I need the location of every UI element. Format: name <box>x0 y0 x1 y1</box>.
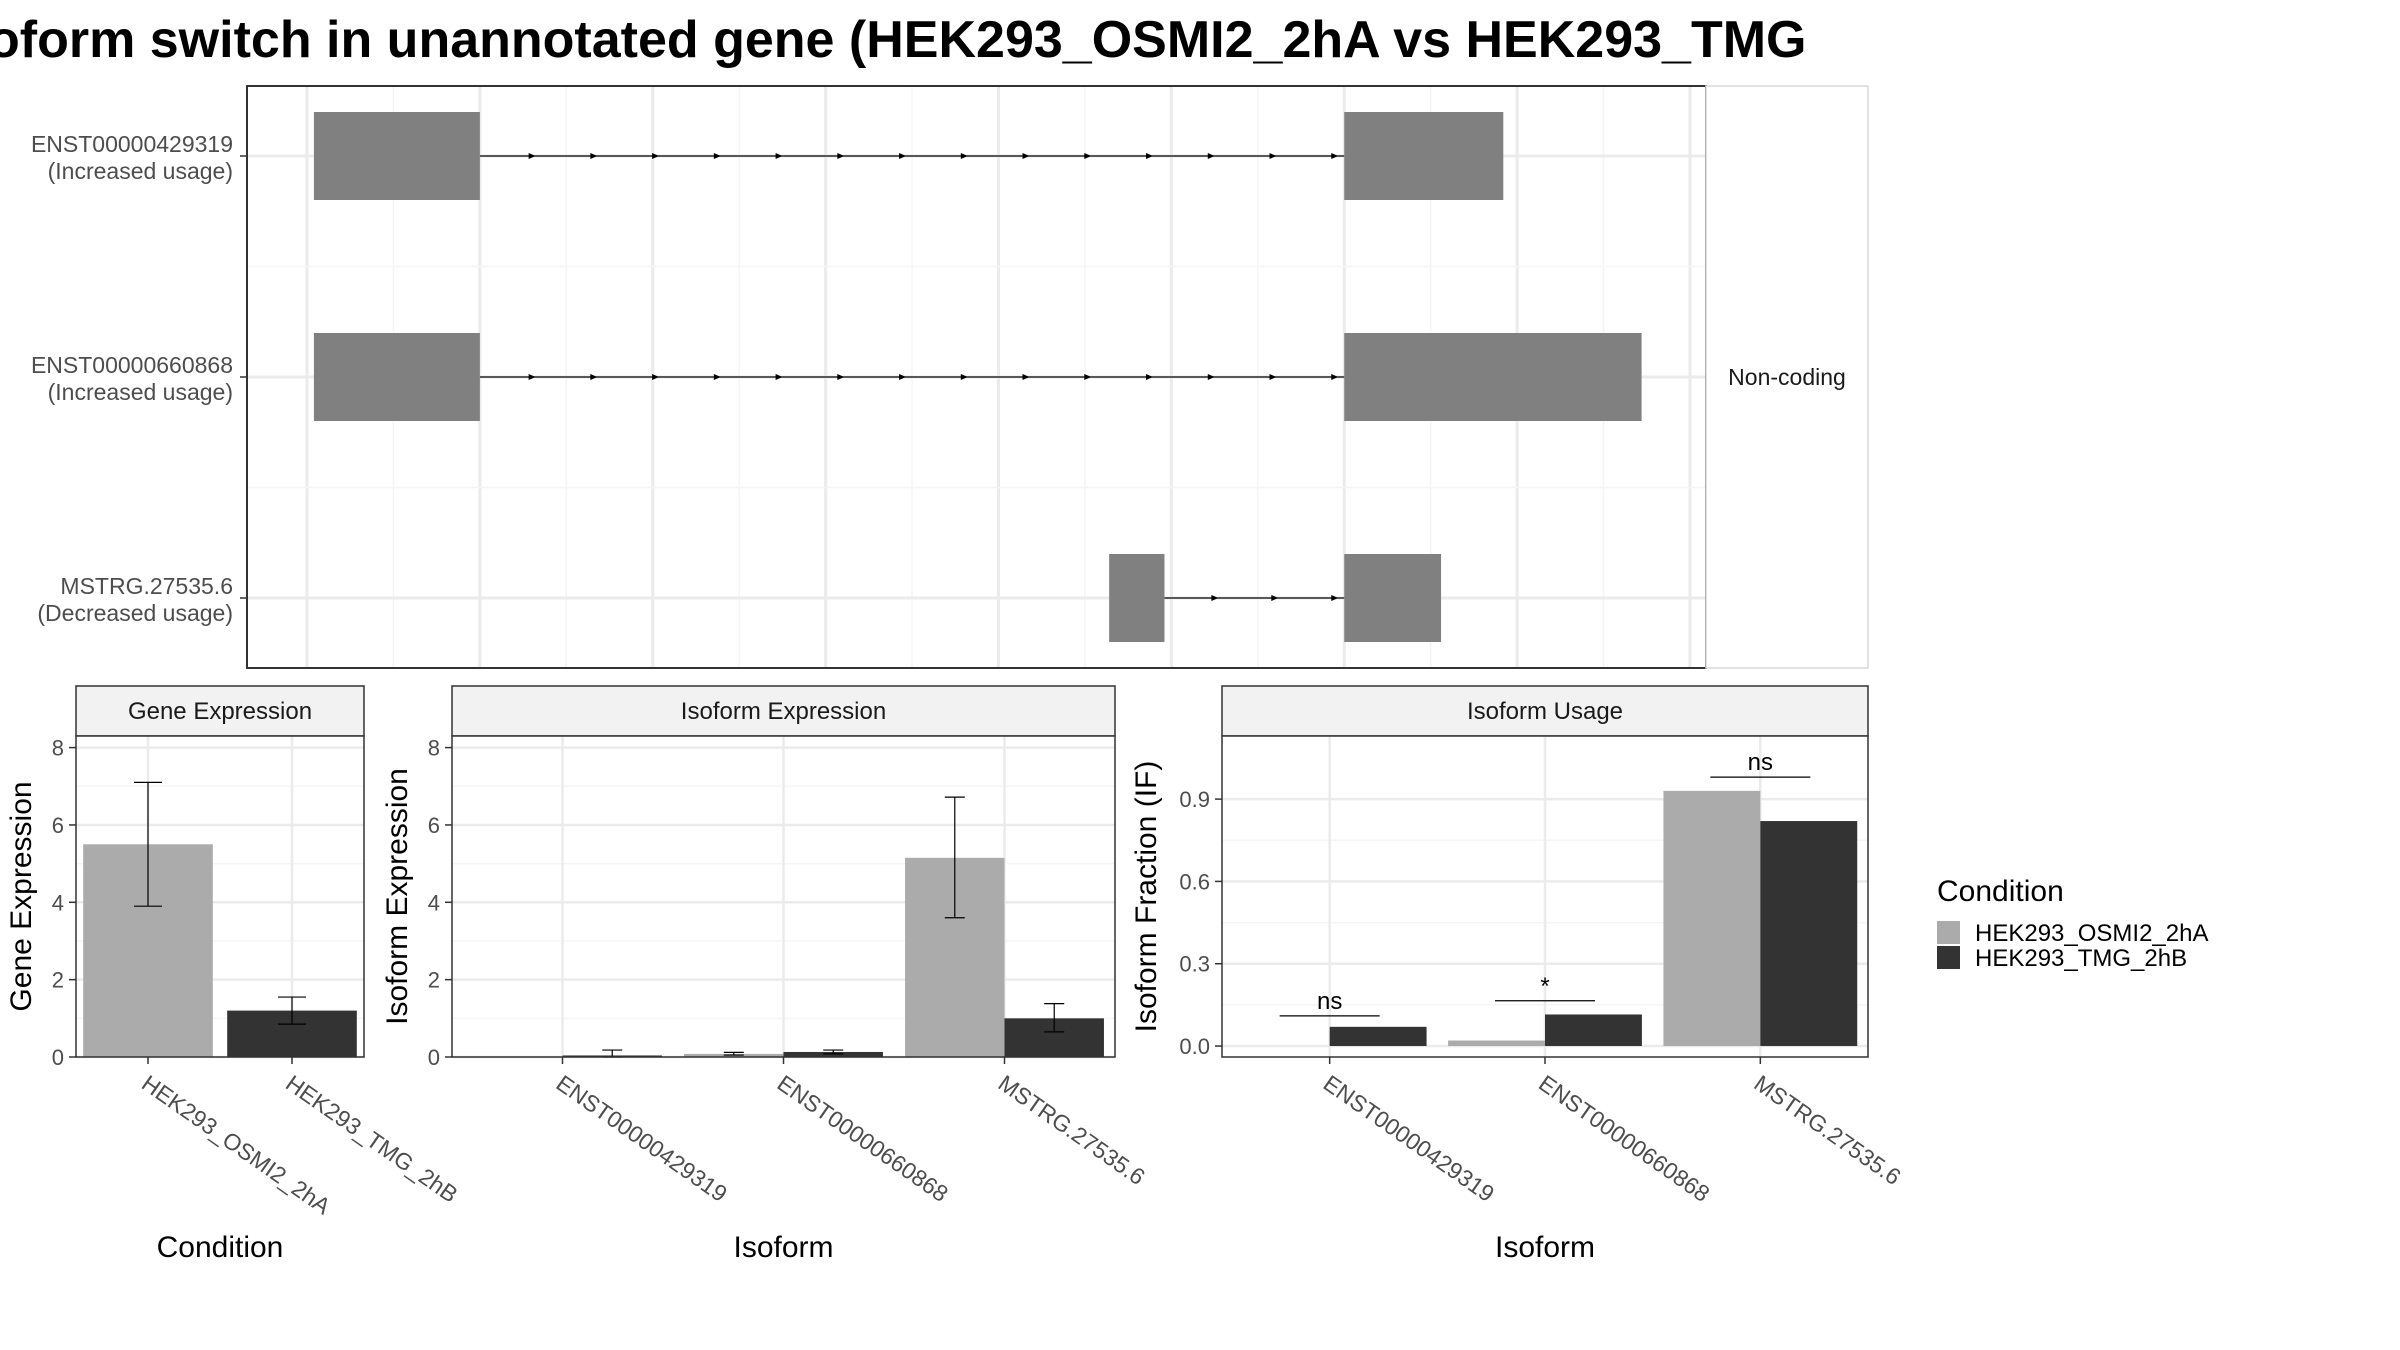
y-tick-label: 0.6 <box>1179 869 1210 894</box>
structure-facet-strip <box>1705 85 1869 669</box>
intron-arrow <box>1022 374 1030 380</box>
intron-arrow <box>1207 153 1215 159</box>
intron-arrow <box>652 153 660 159</box>
panel-title: Isoform Usage <box>1467 698 1623 725</box>
intron-arrow <box>837 374 845 380</box>
x-axis-title: Isoform <box>1495 1231 1595 1264</box>
panel-title: Isoform Expression <box>681 698 886 725</box>
exon-rect <box>1344 333 1642 421</box>
intron-arrow <box>899 374 907 380</box>
intron-arrow <box>1331 374 1339 380</box>
y-tick-label: 0.3 <box>1179 952 1210 977</box>
y-tick-label: 0 <box>428 1045 440 1070</box>
intron-arrow <box>1211 595 1219 601</box>
x-axis-title: Isoform <box>733 1231 833 1264</box>
x-tick-label: ENST00000429319 <box>552 1070 732 1207</box>
gene-structure-panel: ENST00000429319(Increased usage)ENST0000… <box>31 85 1869 669</box>
intron-arrow <box>713 153 721 159</box>
intron-arrow <box>960 374 968 380</box>
panel-strip <box>1221 685 1869 737</box>
significance-label: ns <box>1748 749 1773 776</box>
isoform-usage-panel: Isoform Usage ns * ns 0.0 0.3 0.6 0.9 ENST000004… <box>1130 685 1906 1264</box>
intron-arrow <box>1084 374 1092 380</box>
intron-arrow <box>960 153 968 159</box>
y-tick-label: 8 <box>52 736 64 761</box>
isoform-status-label: (Increased usage) <box>48 158 233 184</box>
panel-border <box>75 735 365 1058</box>
panel-strip <box>75 685 365 737</box>
y-axis-title: Gene Expression <box>5 781 38 1011</box>
intron-arrow <box>1022 153 1030 159</box>
intron-arrow <box>528 374 536 380</box>
legend-swatch <box>1937 946 1960 969</box>
intron-arrow <box>652 374 660 380</box>
intron-arrow <box>1269 374 1277 380</box>
exon-rect <box>1109 554 1165 642</box>
x-tick-label: ENST00000660868 <box>773 1070 953 1207</box>
bar <box>1663 790 1761 1047</box>
y-tick-label: 6 <box>428 813 440 838</box>
isoform-status-label: (Decreased usage) <box>37 600 233 626</box>
intron-arrow <box>775 374 783 380</box>
intron-arrow <box>1146 374 1154 380</box>
intron-arrow <box>1084 153 1092 159</box>
isoform-status-label: (Increased usage) <box>48 379 233 405</box>
panel-title: Gene Expression <box>128 698 312 725</box>
intron-arrow <box>837 153 845 159</box>
intron-arrow <box>1331 153 1339 159</box>
y-tick-label: 4 <box>428 890 440 915</box>
intron-arrow <box>528 153 536 159</box>
intron-arrow <box>713 374 721 380</box>
x-tick-label: MSTRG.27535.6 <box>994 1070 1150 1190</box>
isoform-name-label: MSTRG.27535.6 <box>60 573 233 599</box>
intron-arrow <box>1331 595 1339 601</box>
y-tick-label: 2 <box>52 968 64 993</box>
x-tick-label: MSTRG.27535.6 <box>1749 1070 1905 1190</box>
x-axis-title: Condition <box>157 1231 284 1264</box>
bar <box>1448 1040 1545 1047</box>
legend-item-label: HEK293_OSMI2_2hA <box>1975 920 2208 947</box>
y-tick-label: 2 <box>428 968 440 993</box>
exon-rect <box>1344 554 1442 642</box>
isoform-expression-panel: Isoform Expression 0 2 4 6 8 ENST00000429319 EN… <box>381 685 1150 1264</box>
intron-arrow <box>590 374 598 380</box>
intron-arrow <box>1207 374 1215 380</box>
y-tick-label: 0.0 <box>1179 1034 1210 1059</box>
y-tick-label: 8 <box>428 736 440 761</box>
y-tick-label: 4 <box>52 890 64 915</box>
intron-arrow <box>899 153 907 159</box>
intron-arrow <box>1269 153 1277 159</box>
legend-item-label: HEK293_TMG_2hB <box>1975 945 2187 972</box>
exon-rect <box>1344 112 1504 200</box>
x-tick-label: ENST00000429319 <box>1319 1070 1499 1207</box>
intron-arrow <box>590 153 598 159</box>
intron-arrow <box>1146 153 1154 159</box>
y-axis-title: Isoform Expression <box>381 768 414 1025</box>
exon-rect <box>313 333 480 421</box>
legend-title: Condition <box>1937 875 2064 908</box>
y-tick-label: 0 <box>52 1045 64 1070</box>
significance-label: * <box>1540 973 1549 1000</box>
bar <box>1329 1026 1427 1047</box>
facet-label-noncoding: Non-coding <box>1728 364 1846 390</box>
exon-rect <box>313 112 480 200</box>
legend-swatch <box>1937 921 1960 944</box>
isoform-name-label: ENST00000429319 <box>31 131 233 157</box>
figure-title: oform switch in unannotated gene (HEK293… <box>0 11 1806 69</box>
bar <box>1760 821 1858 1047</box>
intron-arrow <box>775 153 783 159</box>
y-tick-label: 6 <box>52 813 64 838</box>
isoform-name-label: ENST00000660868 <box>31 352 233 378</box>
y-tick-label: 0.9 <box>1179 787 1210 812</box>
significance-label: ns <box>1317 988 1342 1015</box>
intron-arrow <box>1271 595 1279 601</box>
y-axis-title: Isoform Fraction (IF) <box>1130 761 1163 1033</box>
bar <box>1545 1014 1642 1047</box>
x-tick-label: ENST00000660868 <box>1534 1070 1714 1207</box>
